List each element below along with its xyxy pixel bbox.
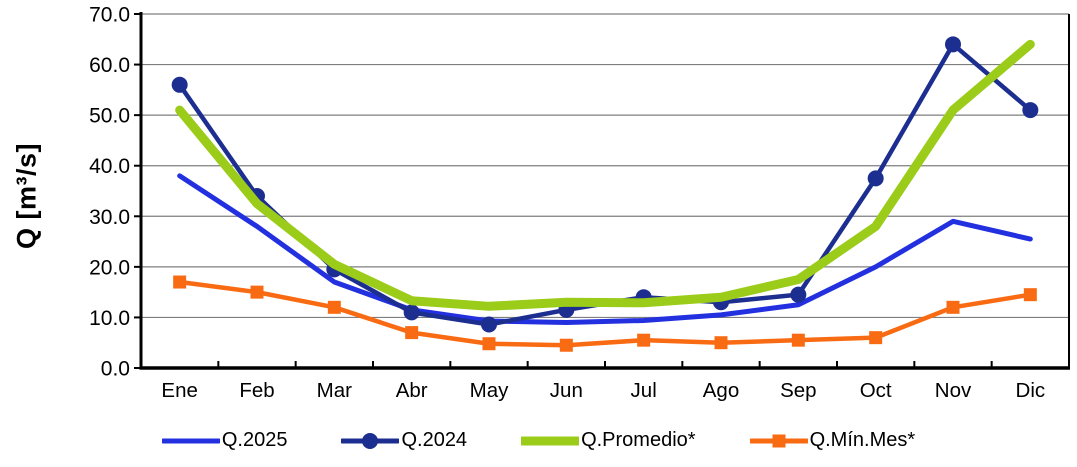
x-tick-label: Ago: [703, 379, 739, 402]
series-line-qpromedio: [175, 39, 1035, 311]
data-point-marker: [945, 36, 961, 53]
y-tick-label: 60.0: [89, 54, 130, 77]
data-point-marker: [869, 331, 883, 345]
x-tick-label: Ene: [161, 379, 197, 402]
y-tick-label: 70.0: [89, 4, 130, 27]
x-tick-label: Jun: [550, 379, 583, 402]
y-tick-label: 50.0: [89, 105, 130, 128]
data-point-marker: [405, 326, 419, 340]
legend-line-sample: [341, 432, 400, 449]
y-tick-label: 0.0: [101, 358, 130, 381]
x-tick-label: Jul: [631, 379, 657, 402]
data-point-marker: [714, 336, 728, 350]
data-point-marker: [403, 304, 420, 321]
data-point-marker: [482, 337, 496, 351]
legend-line-sample: [749, 434, 808, 447]
data-point-marker: [946, 300, 960, 314]
data-point-marker: [327, 300, 341, 314]
x-tick-label: Mar: [317, 379, 352, 402]
legend-label: Q.Promedio*: [581, 429, 696, 451]
legend-label: Q.2024: [401, 429, 468, 451]
x-tick-label: Oct: [860, 379, 892, 402]
x-tick-label: Dic: [1016, 379, 1046, 402]
data-point-marker: [481, 316, 497, 333]
data-point-marker: [791, 333, 805, 347]
x-tick-label: Sep: [780, 379, 816, 402]
x-tick-label: May: [470, 379, 509, 402]
data-point-marker: [1022, 102, 1039, 119]
y-axis-title: Q [m³/s]: [11, 142, 42, 250]
data-point-marker: [1023, 288, 1037, 302]
legend-item-qpromedio: Q.Promedio*: [521, 429, 696, 452]
y-tick-label: 20.0: [89, 256, 130, 279]
data-point-marker: [250, 285, 264, 299]
x-tick-label: Abr: [396, 379, 428, 402]
legend-label: Q.2025: [221, 429, 288, 451]
data-point-marker: [637, 333, 651, 347]
y-tick-label: 40.0: [89, 155, 130, 178]
legend-label: Q.Mín.Mes*: [809, 429, 916, 451]
y-tick-label: 30.0: [89, 206, 130, 229]
data-point-marker: [173, 275, 187, 289]
x-tick-label: Feb: [239, 379, 274, 402]
data-point-marker: [171, 76, 188, 93]
series-line-q2025: [177, 173, 1033, 325]
legend-line-sample: [161, 438, 220, 443]
series-line-qmnmes: [177, 279, 1033, 348]
x-tick-label: Nov: [935, 379, 972, 402]
legend-item-qmnmes: Q.Mín.Mes*: [749, 429, 916, 452]
chart-legend: Q.2025 Q.2024 Q.Promedio* Q.Mín.Mes*: [0, 429, 1077, 452]
data-point-marker: [867, 170, 884, 187]
data-point-marker: [559, 338, 573, 352]
legend-item-q2025: Q.2025: [161, 429, 288, 452]
legend-line-sample: [521, 436, 580, 445]
y-tick-label: 10.0: [89, 307, 130, 330]
legend-item-q2024: Q.2024: [341, 429, 467, 452]
data-point-marker: [790, 286, 807, 303]
